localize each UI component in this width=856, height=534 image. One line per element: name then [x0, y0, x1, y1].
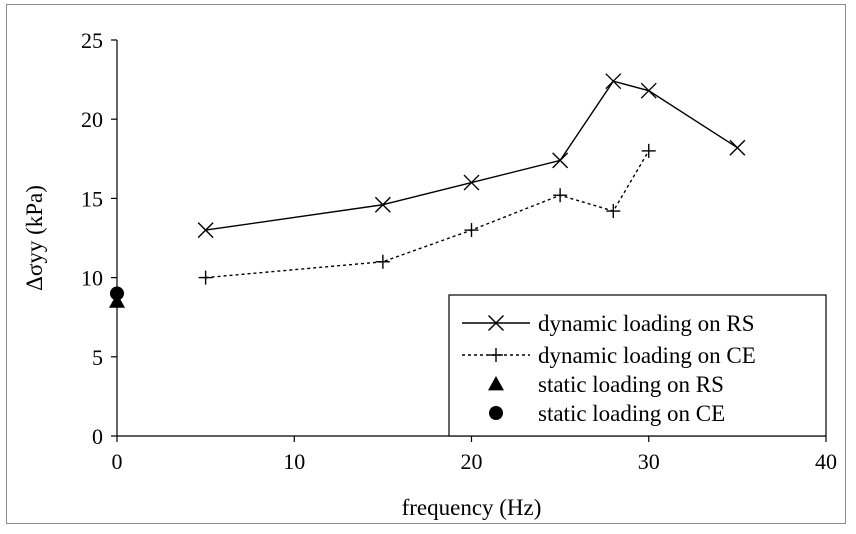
y-axis-title: Δσyy (kPa) — [22, 185, 47, 291]
data-point — [640, 82, 657, 99]
x-tick-label: 30 — [638, 449, 660, 474]
data-point — [641, 143, 656, 158]
series-0 — [197, 73, 746, 239]
y-tick-label: 10 — [81, 266, 103, 291]
data-point — [374, 196, 391, 213]
plot-area: 0 5 10 15 20 25 0 10 20 30 40 — [81, 28, 837, 474]
legend-label: static loading on RS — [538, 372, 724, 397]
legend-marker — [488, 315, 504, 331]
data-point — [553, 188, 568, 203]
series-line — [205, 150, 650, 279]
legend-label: static loading on CE — [538, 401, 725, 426]
x-tick-label: 40 — [815, 449, 837, 474]
x-tick-label: 20 — [461, 449, 483, 474]
data-point — [375, 254, 390, 269]
legend-item: dynamic loading on RS — [462, 311, 755, 336]
x-tick-label: 0 — [112, 449, 123, 474]
legend-marker — [488, 376, 504, 391]
legend-label: dynamic loading on CE — [538, 343, 756, 368]
x-tick-label: 10 — [283, 449, 305, 474]
data-point — [463, 174, 480, 191]
data-point — [606, 204, 621, 219]
data-point — [110, 286, 124, 301]
series-line — [205, 80, 738, 231]
data-point — [198, 270, 213, 285]
y-tick-label: 5 — [92, 345, 103, 370]
data-point — [605, 73, 622, 90]
x-axis-title: frequency (Hz) — [402, 495, 542, 520]
legend-marker — [489, 348, 503, 362]
y-tick-label: 25 — [81, 28, 103, 53]
legend: dynamic loading on RS dynamic loading on … — [448, 294, 827, 437]
data-point — [552, 152, 569, 169]
series-2 — [109, 293, 125, 308]
legend-item: static loading on RS — [488, 372, 724, 397]
legend-item: dynamic loading on CE — [462, 343, 756, 368]
data-point — [197, 222, 214, 239]
y-tick-label: 0 — [92, 424, 103, 449]
data-point — [464, 223, 479, 238]
series-1 — [198, 143, 656, 285]
data-point — [729, 139, 746, 156]
legend-box — [448, 294, 827, 437]
chart-frame — [6, 4, 846, 524]
legend-item: static loading on CE — [489, 401, 725, 426]
y-tick-label: 20 — [81, 107, 103, 132]
legend-label: dynamic loading on RS — [538, 311, 755, 336]
data-point — [109, 293, 125, 308]
series-3 — [110, 286, 124, 301]
y-tick-label: 15 — [81, 186, 103, 211]
legend-marker — [489, 406, 503, 420]
